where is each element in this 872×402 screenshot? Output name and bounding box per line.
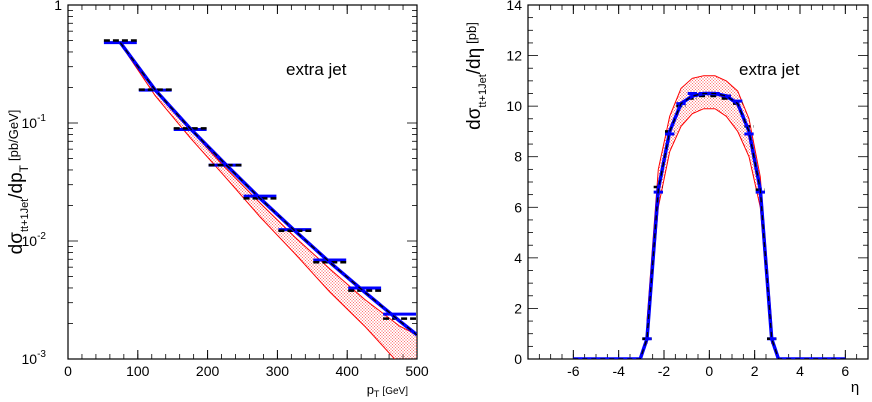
y-tick-label: 12 — [506, 48, 522, 64]
y-axis-label-sub: tt+1Jet — [19, 199, 31, 232]
x-axis-label-main: p — [367, 382, 374, 397]
eta-distribution-chart: -6 -4 -2 0 2 4 6 0 2 4 6 8 10 12 14 extra jet η dσtt+… — [464, 0, 869, 396]
y-axis-label-tail-sub: T — [17, 164, 31, 172]
y-axis-label-tail: /dp — [6, 172, 27, 198]
band-lower-edge — [646, 108, 773, 344]
y-tick-label: 1 — [54, 0, 62, 13]
x-axis-label: pT [GeV] — [367, 382, 409, 399]
axis-ticks — [527, 4, 869, 360]
data-series — [573, 91, 846, 359]
y-tick-label-exponent: -1 — [37, 113, 46, 124]
plot-frame — [67, 4, 418, 360]
blue-curve — [573, 91, 846, 359]
plot-frame — [527, 4, 869, 360]
x-tick-label: 2 — [751, 363, 759, 379]
band-lower-edge — [119, 43, 396, 359]
x-tick-labels: -6 -4 -2 0 2 4 6 — [567, 363, 849, 379]
y-tick-label: 10 — [506, 98, 522, 114]
black-dashed-curve — [573, 92, 846, 359]
y-tick-label: 10-1 — [22, 113, 47, 131]
blue-curve — [118, 41, 417, 337]
x-tick-label: 200 — [196, 363, 220, 379]
x-tick-label: 6 — [841, 363, 849, 379]
black-dashed-curve — [119, 42, 417, 336]
y-tick-label: 6 — [514, 199, 522, 215]
x-tick-label: 500 — [405, 363, 429, 379]
band-upper-edge — [646, 75, 773, 324]
uncertainty-band — [119, 42, 417, 359]
y-tick-label: 0 — [514, 351, 522, 367]
y-tick-label-exponent: -2 — [37, 231, 46, 242]
annotation: extra jet — [739, 60, 800, 79]
x-tick-label: -6 — [567, 363, 580, 379]
y-tick-label-exponent: -3 — [37, 349, 46, 360]
x-axis-label-unit: [GeV] — [382, 386, 408, 397]
data-series — [103, 39, 417, 337]
x-axis-label-sub: T — [374, 389, 380, 399]
y-tick-labels: 0 2 4 6 8 10 12 14 — [506, 0, 522, 367]
axis-ticks — [67, 5, 418, 360]
x-tick-label: 0 — [705, 363, 713, 379]
x-tick-label: 100 — [126, 363, 150, 379]
x-tick-label: 4 — [796, 363, 804, 379]
y-axis-label-main: dσ — [464, 107, 485, 130]
pt-distribution-chart: 0 100 200 300 400 500 110-110-210-3 extra jet… — [6, 0, 429, 399]
y-tick-label: 2 — [514, 300, 522, 316]
y-axis-label-main: dσ — [6, 232, 27, 255]
y-axis-label: dσtt+1Jet/dpT [pb/GeV] — [6, 110, 31, 255]
y-tick-label: 4 — [514, 250, 522, 266]
x-tick-label: -2 — [658, 363, 671, 379]
y-axis-label-unit: [pb/GeV] — [6, 110, 21, 161]
x-tick-label: -4 — [612, 363, 625, 379]
y-tick-labels: 110-110-210-3 — [22, 0, 63, 367]
y-tick-label-base: 10 — [22, 115, 38, 131]
y-axis-label: dσtt+1Jet/dη [pb] — [464, 22, 489, 130]
y-tick-label-base: 10 — [22, 351, 38, 367]
y-axis-label-tail: /dη — [464, 48, 485, 74]
y-axis-label-sub: tt+1Jet — [477, 74, 489, 107]
y-axis-label-unit: [pb] — [464, 22, 479, 44]
x-tick-label: 400 — [336, 363, 360, 379]
y-tick-label: 10-2 — [22, 231, 47, 249]
annotation: extra jet — [286, 60, 347, 79]
uncertainty-band-area — [120, 42, 417, 359]
y-tick-label: 10-3 — [22, 349, 47, 367]
x-tick-label: 0 — [64, 363, 72, 379]
uncertainty-band — [646, 75, 773, 344]
band-upper-edge — [119, 42, 417, 336]
y-tick-label: 14 — [506, 0, 522, 13]
x-axis-label: η — [851, 379, 859, 396]
x-tick-labels: 0 100 200 300 400 500 — [64, 363, 429, 379]
y-tick-label: 8 — [514, 149, 522, 165]
x-tick-label: 300 — [266, 363, 290, 379]
uncertainty-band-area — [647, 75, 772, 344]
y-tick-label-base: 10 — [22, 233, 38, 249]
